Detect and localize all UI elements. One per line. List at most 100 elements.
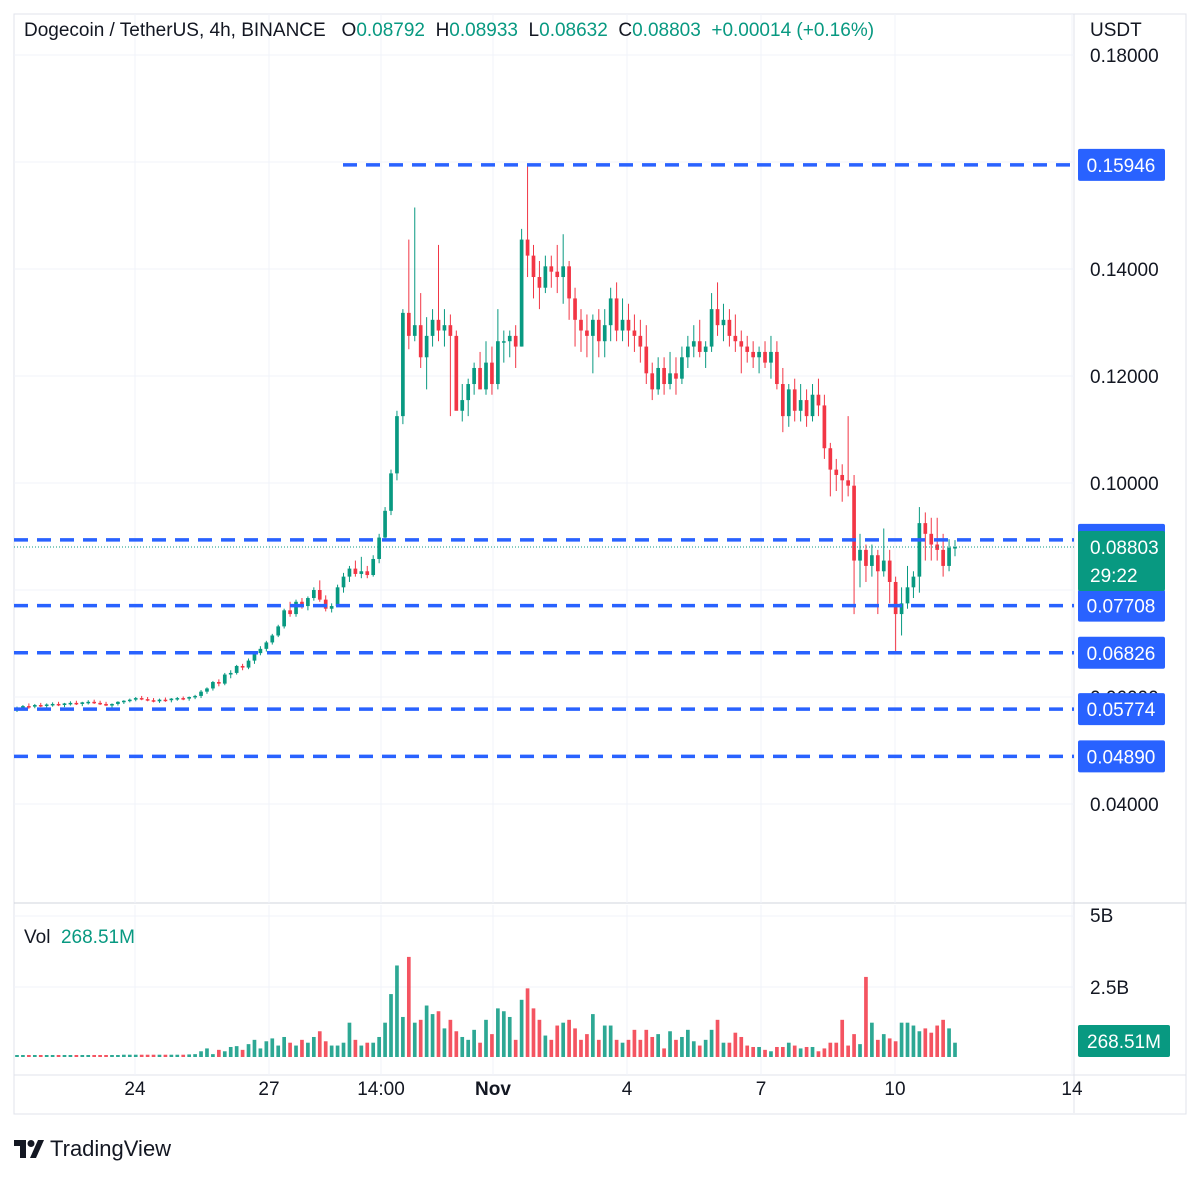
candle	[228, 670, 233, 679]
time-tick-label: 7	[756, 1079, 767, 1100]
candle-body	[454, 335, 459, 411]
price-level-badge: 0.05774	[1078, 693, 1165, 726]
candle-body	[157, 699, 162, 702]
candle-body	[205, 688, 209, 692]
candle	[187, 696, 192, 701]
badge-background	[1078, 148, 1165, 181]
volume-bar	[608, 1025, 613, 1057]
candle-body	[80, 702, 85, 704]
candle	[169, 698, 174, 703]
candle	[199, 690, 203, 699]
volume-bar	[537, 1019, 542, 1057]
candle	[875, 549, 880, 615]
candle-body	[662, 367, 666, 385]
volume-bar	[276, 1045, 281, 1057]
candle-body	[674, 373, 678, 379]
candle	[846, 416, 850, 497]
volume-bar	[620, 1042, 625, 1057]
candle	[442, 309, 447, 347]
volume-bar	[347, 1022, 352, 1057]
volume-bar	[739, 1036, 744, 1057]
volume-bar	[335, 1045, 340, 1057]
candle	[656, 357, 661, 395]
volume-bar	[98, 1054, 102, 1057]
candle	[484, 341, 488, 395]
candle-body	[513, 335, 518, 347]
candle-body	[585, 330, 589, 336]
volume-bar	[139, 1054, 144, 1057]
volume-bar	[864, 976, 868, 1057]
candle	[751, 341, 755, 368]
candle-body	[151, 700, 156, 702]
candle-body	[614, 298, 619, 331]
volume-bar	[697, 1045, 702, 1057]
candle-body	[929, 533, 934, 545]
volume-bar	[881, 1034, 886, 1057]
candle-body	[591, 319, 595, 336]
candle	[757, 346, 761, 374]
candle	[270, 633, 275, 645]
candle	[786, 384, 791, 427]
candle-body	[561, 266, 566, 278]
candle-body	[680, 357, 684, 379]
volume-bar	[828, 1042, 833, 1057]
candle	[104, 701, 108, 707]
candle-body	[21, 706, 25, 708]
open-value: 0.08792	[356, 20, 425, 41]
high-value: 0.08933	[449, 20, 518, 41]
volume-bar	[15, 1054, 19, 1057]
candle-body	[62, 703, 67, 706]
candle	[389, 469, 393, 516]
price-level-badge: 0.07708	[1078, 589, 1165, 622]
volume-bar	[822, 1048, 827, 1057]
candle	[353, 560, 358, 577]
volume-bar	[596, 1039, 601, 1057]
candle-body	[686, 346, 690, 358]
volume-bar	[145, 1054, 150, 1057]
candle	[531, 244, 536, 299]
time-axis[interactable]: 24 27 14:00 Nov 4 7 10 14	[124, 1079, 1083, 1100]
candle-body	[941, 549, 945, 566]
volume-bar	[418, 1019, 423, 1057]
volume-bar	[804, 1046, 809, 1057]
candle	[608, 287, 613, 342]
candle-body	[501, 341, 506, 343]
volume-bar	[591, 1014, 595, 1057]
candle-body	[864, 549, 868, 566]
price-axis[interactable]: 0.180000.140000.120000.100000.040000.060…	[1078, 20, 1170, 1057]
candle	[638, 319, 643, 363]
candle-body	[834, 469, 839, 475]
volume-bar	[780, 1046, 785, 1057]
volume-bar	[104, 1054, 108, 1057]
candle-body	[169, 698, 174, 701]
candle	[703, 341, 708, 368]
candle	[644, 325, 649, 385]
volume-bar	[531, 1008, 536, 1057]
candle	[662, 357, 666, 395]
candle-body	[127, 699, 132, 702]
candle	[258, 646, 263, 656]
volume-bar	[163, 1054, 168, 1057]
volume-bar	[887, 1038, 892, 1057]
candle-body	[935, 544, 940, 550]
volume-bar	[116, 1054, 120, 1057]
candle	[626, 303, 631, 347]
open-label: O	[341, 20, 357, 41]
time-tick-label: 4	[622, 1079, 633, 1100]
volume-bar	[389, 994, 393, 1057]
volume-bar	[246, 1044, 251, 1057]
candle-body	[436, 319, 441, 331]
volume-bar	[460, 1036, 465, 1057]
candle-body	[424, 335, 429, 358]
volume-value: 268.51M	[60, 927, 135, 948]
price-level-badge: 0.06826	[1078, 636, 1165, 669]
volume-bar	[543, 1035, 548, 1057]
candle-body	[828, 448, 833, 470]
candle	[525, 164, 530, 278]
candle-body	[276, 626, 281, 636]
time-tick-label: 10	[884, 1079, 905, 1100]
tradingview-logo[interactable]: TradingView	[14, 1136, 171, 1162]
candle-body	[252, 653, 257, 661]
volume-bar	[905, 1022, 910, 1057]
